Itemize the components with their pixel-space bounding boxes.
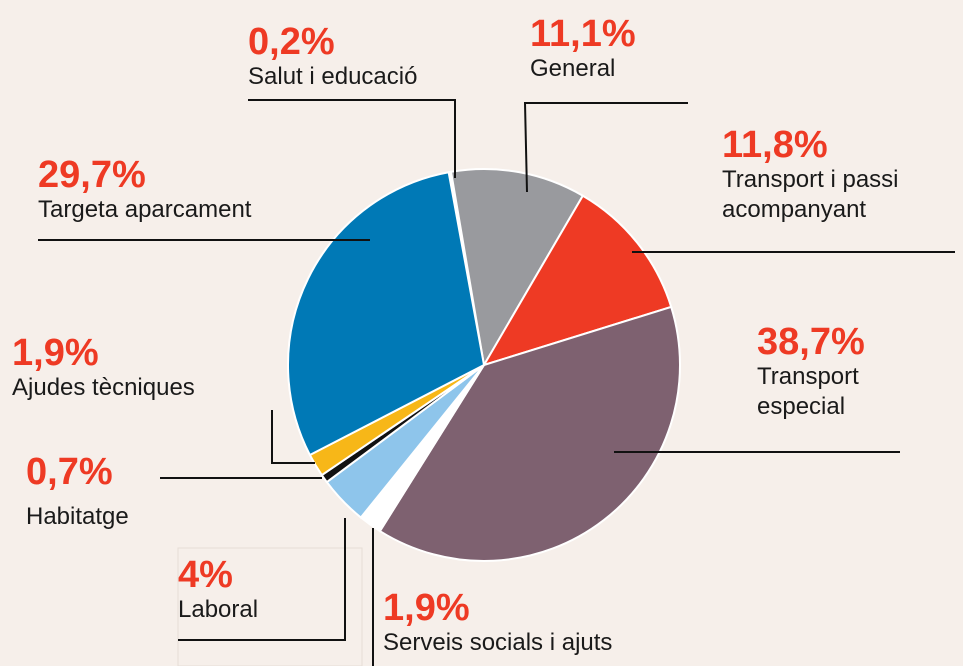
category-label: Ajudes tècniques <box>12 374 195 401</box>
label: 11,1% General <box>530 14 636 84</box>
label: 38,7% Transport especial <box>757 322 897 422</box>
leader-line <box>178 518 346 641</box>
slices <box>287 168 681 562</box>
leader-line <box>523 102 688 193</box>
value-label: 0,2% <box>248 21 335 63</box>
label-box <box>177 547 363 666</box>
value-label: 1,9% <box>12 332 99 374</box>
label: 0,7% Habitatge <box>26 452 129 532</box>
value-label: 4% <box>178 554 233 596</box>
pie-slice <box>287 171 486 457</box>
label: 1,9% Ajudes tècniques <box>12 333 195 403</box>
label: 1,9% Serveis socials i ajuts <box>383 588 783 658</box>
leader-line <box>248 99 456 178</box>
value-label: 29,7% <box>38 154 146 196</box>
label: 29,7% Targeta aparcament <box>38 155 251 225</box>
category-label: Targeta aparcament <box>38 196 252 223</box>
pie-slice <box>449 168 585 368</box>
label: 4% Laboral <box>178 555 258 625</box>
value-label: 11,1% <box>530 13 636 55</box>
pie-slice <box>378 305 681 562</box>
value-label: 38,7% <box>757 321 865 363</box>
category-label: Laboral <box>178 596 259 623</box>
pie-slice <box>481 194 673 367</box>
category-label: Transport i passi acompanyant <box>722 166 899 223</box>
value-label: 1,9% <box>383 587 470 629</box>
leader-line <box>271 410 315 464</box>
category-label: General <box>530 55 616 82</box>
label: 11,8% Transport i passi acompanyant <box>722 125 962 225</box>
category-label: Habitatge <box>26 503 129 530</box>
value-label: 0,7% <box>26 451 113 493</box>
value-label: 11,8% <box>722 124 828 166</box>
category-label: Serveis socials i ajuts <box>383 629 613 656</box>
category-label: Salut i educació <box>248 63 418 90</box>
category-label: Transport especial <box>757 363 859 420</box>
label: 0,2% Salut i educació <box>248 22 417 92</box>
